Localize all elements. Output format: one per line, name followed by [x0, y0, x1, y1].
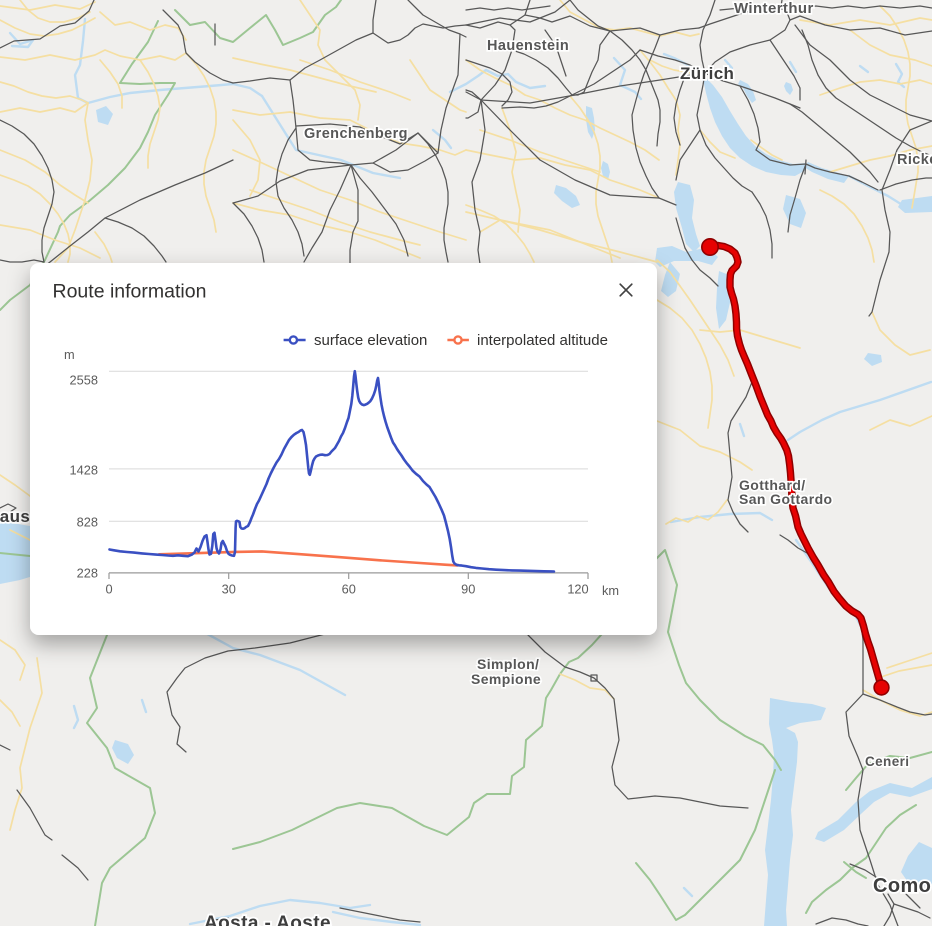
- svg-text:Como: Como: [873, 875, 931, 897]
- svg-text:Simplon/: Simplon/: [477, 656, 539, 672]
- svg-text:228: 228: [77, 566, 98, 581]
- svg-text:m: m: [64, 347, 75, 362]
- svg-text:surface elevation: surface elevation: [314, 332, 427, 349]
- svg-text:Aosta - Aoste: Aosta - Aoste: [204, 913, 331, 926]
- svg-text:Ceneri: Ceneri: [865, 754, 909, 769]
- svg-text:km: km: [602, 583, 619, 598]
- svg-text:1428: 1428: [70, 463, 98, 478]
- svg-text:Winterthur: Winterthur: [734, 0, 814, 17]
- svg-text:0: 0: [105, 582, 112, 597]
- svg-text:Zürich: Zürich: [680, 64, 734, 83]
- svg-text:120: 120: [567, 582, 588, 597]
- svg-text:Grenchenberg: Grenchenberg: [304, 126, 408, 142]
- svg-text:30: 30: [222, 582, 236, 597]
- svg-text:Ricken: Ricken: [897, 152, 932, 168]
- svg-text:60: 60: [342, 582, 356, 597]
- svg-text:90: 90: [461, 582, 475, 597]
- svg-text:828: 828: [77, 515, 98, 530]
- svg-text:San Gottardo: San Gottardo: [739, 491, 832, 507]
- svg-text:Sempione: Sempione: [471, 671, 541, 687]
- svg-text:Route information: Route information: [53, 281, 207, 303]
- svg-text:2558: 2558: [70, 373, 98, 388]
- svg-text:interpolated altitude: interpolated altitude: [477, 332, 608, 349]
- svg-text:Gotthard/: Gotthard/: [739, 477, 806, 493]
- svg-text:Hauenstein: Hauenstein: [487, 38, 569, 54]
